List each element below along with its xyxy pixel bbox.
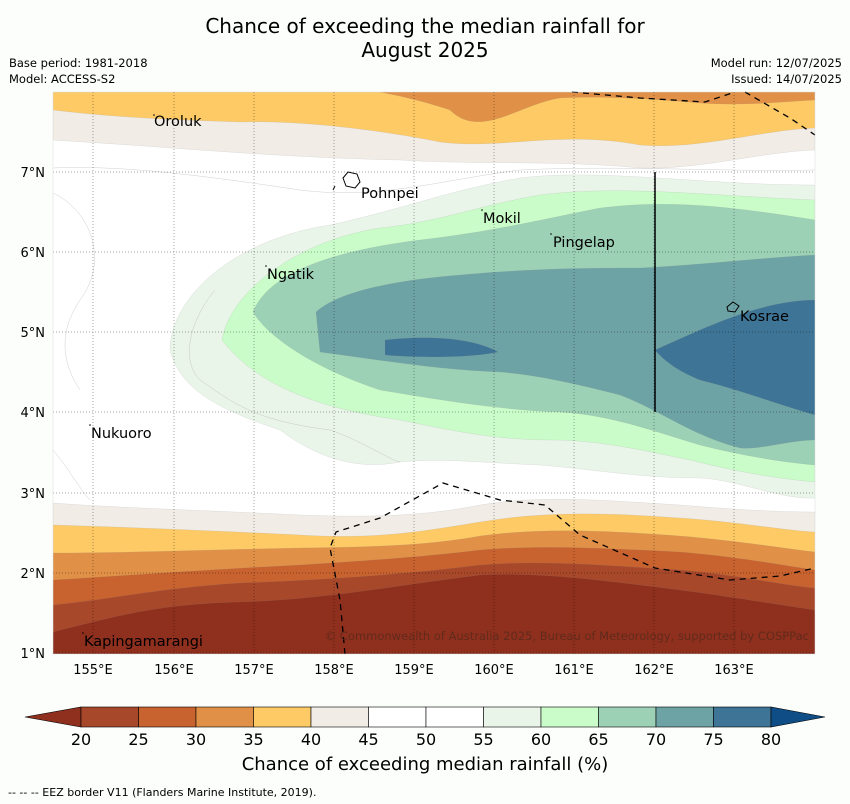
colorbar-segment — [253, 706, 312, 728]
longitude-label: 156°E — [154, 663, 194, 678]
band-north-35-40 — [53, 92, 815, 146]
colorbar-segment — [310, 706, 369, 728]
colorbar-label: Chance of exceeding median rainfall (%) — [241, 754, 609, 775]
base-period: Base period: 1981-2018 — [9, 56, 148, 70]
colorbar-tick-label: 35 — [243, 730, 263, 749]
copyright-text: © Commonwealth of Australia 2025, Bureau… — [325, 629, 809, 643]
contour-lines — [53, 167, 815, 501]
latitude-label: 4°N — [21, 406, 46, 421]
latitude-label: 2°N — [21, 567, 46, 582]
band-north-30-35 — [379, 92, 815, 122]
colorbar-tick-label: 60 — [531, 730, 551, 749]
band-south-below-20 — [53, 574, 815, 654]
colorbar-segment — [195, 706, 254, 728]
colorbar-segment — [368, 706, 427, 728]
place-nukuoro: Nukuoro — [91, 426, 152, 442]
colorbar-tick-label: 50 — [416, 730, 436, 749]
model-name: Model: ACCESS-S2 — [9, 72, 116, 86]
title-line-1: Chance of exceeding the median rainfall … — [205, 14, 645, 38]
colorbar-tick-label: 40 — [301, 730, 321, 749]
map-title: Chance of exceeding the median rainfall … — [0, 14, 850, 62]
colorbar-tick-label: 80 — [761, 730, 781, 749]
colorbar-segment — [713, 706, 772, 728]
place-oroluk: Oroluk — [154, 114, 202, 130]
model-run: Model run: 12/07/2025 — [710, 56, 842, 70]
footnote: -- -- -- EEZ border V11 (Flanders Marine… — [8, 786, 317, 799]
contour-fill — [53, 92, 815, 654]
title-line-2: August 2025 — [361, 38, 489, 62]
island-outlines — [332, 171, 740, 313]
latitude-labels: 7°N 6°N 5°N 4°N 3°N 2°N 1°N — [21, 166, 46, 662]
colorbar-tick-label: 45 — [358, 730, 378, 749]
longitude-label: 161°E — [554, 663, 594, 678]
colorbar-segment — [483, 706, 542, 728]
colorbar-tick-label: 55 — [473, 730, 493, 749]
longitude-labels: 155°E 156°E 157°E 158°E 159°E 160°E 161°E 162°E… — [73, 663, 754, 678]
colorbar-tick-label: 65 — [588, 730, 608, 749]
kosrae-outline — [726, 301, 740, 313]
map-frame — [52, 91, 816, 655]
band-75-80 — [384, 299, 815, 416]
place-markers — [82, 114, 552, 634]
colorbar-tick-label: 20 — [71, 730, 91, 749]
colorbar-segment — [425, 706, 484, 728]
colorbar-extend-high — [770, 706, 826, 728]
latitude-label: 3°N — [21, 487, 46, 502]
longitude-label: 162°E — [634, 663, 674, 678]
colorbar-tick-label: 70 — [646, 730, 666, 749]
colorbar-tick-label: 75 — [703, 730, 723, 749]
colorbar: 20 25 30 35 40 45 50 55 60 65 70 75 80 — [24, 706, 826, 749]
pohnpei-outline — [342, 171, 361, 189]
longitude-label: 158°E — [314, 663, 354, 678]
colorbar-segment — [80, 706, 139, 728]
gridlines — [53, 92, 815, 654]
latitude-label: 6°N — [21, 246, 46, 261]
latitude-label: 7°N — [21, 166, 46, 181]
longitude-label: 160°E — [474, 663, 514, 678]
longitude-label: 155°E — [73, 663, 113, 678]
colorbar-segment — [655, 706, 714, 728]
issued-date: Issued: 14/07/2025 — [731, 72, 842, 86]
colorbar-tick-label: 30 — [186, 730, 206, 749]
longitude-label: 163°E — [714, 663, 754, 678]
place-mokil: Mokil — [483, 211, 521, 227]
colorbar-tick-label: 25 — [128, 730, 148, 749]
meta-left: Base period: 1981-2018 Model: ACCESS-S2 — [9, 55, 148, 87]
ant-atoll — [332, 185, 336, 191]
latitude-label: 1°N — [21, 647, 46, 662]
eez-border — [329, 91, 816, 655]
place-labels: Oroluk Pohnpei Mokil Pingelap Ngatik Kos… — [84, 114, 789, 650]
longitude-label: 159°E — [394, 663, 434, 678]
colorbar-segment — [598, 706, 657, 728]
place-pohnpei: Pohnpei — [361, 186, 419, 202]
longitude-label: 157°E — [234, 663, 274, 678]
colorbar-extend-low — [24, 706, 82, 728]
place-pingelap: Pingelap — [553, 235, 615, 251]
place-kapingamarangi: Kapingamarangi — [84, 634, 203, 650]
colorbar-segment — [540, 706, 599, 728]
colorbar-segment — [138, 706, 197, 728]
place-kosrae: Kosrae — [740, 309, 789, 325]
place-ngatik: Ngatik — [267, 267, 315, 283]
meta-right: Model run: 12/07/2025 Issued: 14/07/2025 — [711, 55, 842, 87]
band-70-75 — [315, 254, 815, 449]
latitude-label: 5°N — [21, 326, 46, 341]
